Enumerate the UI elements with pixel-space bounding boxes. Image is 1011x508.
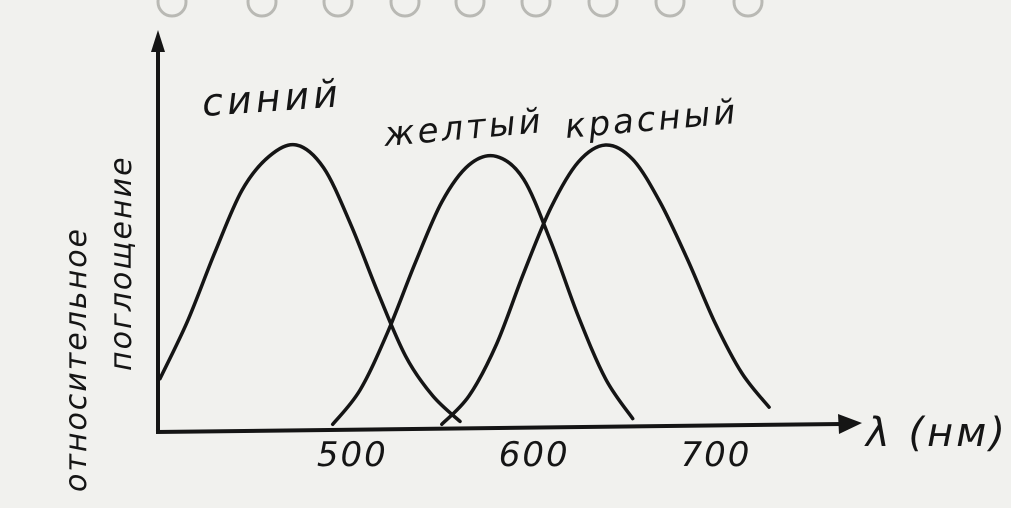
bleed-circle: [732, 0, 764, 18]
y-axis-label-line2: поглощение: [104, 155, 139, 371]
series-label-blue: синий: [201, 71, 344, 125]
bleed-circle: [454, 0, 486, 18]
x-axis-arrow: [838, 414, 862, 434]
bleed-circle: [156, 0, 188, 18]
y-axis-arrow: [151, 30, 165, 52]
bleed-circle: [654, 0, 686, 18]
x-tick-labels: 500 600 700: [317, 435, 752, 475]
x-tick-label-700: 700: [681, 435, 752, 475]
x-axis: [155, 422, 843, 434]
curves: [158, 142, 771, 427]
x-axis-label: λ (нм): [864, 410, 1008, 456]
curve-yellow: [330, 153, 635, 427]
bleed-through-circles: [156, 0, 764, 18]
x-tick-label-600: 600: [499, 435, 570, 475]
bleed-circle: [246, 0, 278, 18]
bleed-circle: [322, 0, 354, 18]
curve-red: [440, 143, 771, 427]
bleed-circle: [587, 0, 619, 18]
series-label-red: красный: [563, 92, 740, 147]
x-tick-label-500: 500: [317, 435, 388, 475]
bleed-circle: [389, 0, 421, 18]
y-axis-label-line1: относительное: [59, 227, 94, 492]
series-label-yellow: желтый: [381, 101, 545, 155]
curve-blue: [158, 142, 462, 424]
bleed-circle: [520, 0, 552, 18]
